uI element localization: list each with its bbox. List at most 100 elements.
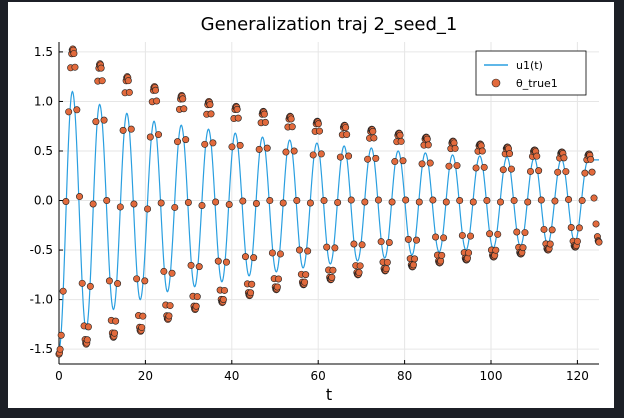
scatter-point <box>222 258 230 266</box>
y-tick-label: 1.0 <box>34 94 53 108</box>
scatter-point <box>70 50 78 58</box>
scatter-point <box>472 164 480 172</box>
scatter-point <box>165 312 173 320</box>
scatter-point <box>336 153 344 161</box>
scatter-point <box>206 101 214 109</box>
scatter-point <box>171 203 179 211</box>
scatter-point <box>247 289 255 297</box>
scatter-point <box>78 279 86 287</box>
scatter-point <box>56 345 64 353</box>
scatter-point <box>369 127 377 135</box>
scatter-point <box>334 199 342 207</box>
scatter-point <box>111 329 119 337</box>
scatter-point <box>182 136 190 144</box>
scatter-point <box>302 271 310 279</box>
scatter-point <box>92 118 100 126</box>
scatter-point <box>413 236 421 244</box>
scatter-point <box>315 127 323 135</box>
scatter-point <box>127 125 135 133</box>
scatter-point <box>152 86 160 94</box>
chart-svg: Generalization traj 2_seed_1 0 20 40 60 80 10… <box>30 14 603 404</box>
scatter-point <box>234 114 242 122</box>
scatter-point <box>562 168 570 176</box>
scatter-point <box>567 223 575 231</box>
scatter-point <box>261 118 269 126</box>
scatter-point <box>228 143 236 151</box>
scatter-point <box>411 255 419 263</box>
scatter-point <box>385 238 393 246</box>
scatter-point <box>180 105 188 113</box>
scatter-point <box>595 238 603 246</box>
scatter-point <box>153 97 161 105</box>
scatter-point <box>554 168 562 176</box>
scatter-point <box>295 246 303 254</box>
chart-title: Generalization traj 2_seed_1 <box>201 14 458 35</box>
scatter-point <box>212 198 220 206</box>
scatter-point <box>440 234 448 242</box>
scatter-point <box>426 159 434 167</box>
scatter-point <box>499 166 507 174</box>
scatter-point <box>445 162 453 170</box>
scatter-point <box>306 199 314 207</box>
scatter-point <box>356 262 364 270</box>
plot-card: Generalization traj 2_seed_1 0 20 40 60 80 10… <box>8 2 614 408</box>
scatter-point <box>480 163 488 171</box>
line-series-u1 <box>58 90 599 350</box>
scatter-point <box>374 196 382 204</box>
scatter-point <box>331 244 339 252</box>
scatter-point <box>198 201 206 209</box>
scatter-point <box>423 135 431 143</box>
scatter-point <box>465 249 473 257</box>
scatter-point <box>370 134 378 142</box>
scatter-point <box>252 200 260 208</box>
scatter-point <box>250 254 258 262</box>
legend-label-u1: u1(t) <box>516 59 543 72</box>
scatter-point <box>276 250 284 258</box>
x-tick-label: 40 <box>224 369 239 383</box>
scatter-point <box>478 147 486 155</box>
scatter-point <box>290 147 298 155</box>
scatter-point <box>432 233 440 241</box>
scatter-point <box>526 167 534 175</box>
scatter-point <box>157 199 165 207</box>
scatter-point <box>402 196 410 204</box>
scatter-point <box>469 198 477 206</box>
scatter-point <box>146 133 154 141</box>
scatter-point <box>114 280 122 288</box>
scatter-point <box>533 152 541 160</box>
scatter-point <box>236 141 244 149</box>
x-tick-label: 120 <box>566 369 589 383</box>
scatter-point <box>275 275 283 283</box>
scatter-point <box>383 258 391 266</box>
scatter-point <box>287 115 295 123</box>
scatter-point <box>588 168 596 176</box>
scatter-series-theta-true1 <box>55 45 603 358</box>
scatter-point <box>273 283 281 291</box>
scatter-point <box>575 224 583 232</box>
tick-labels: 0 20 40 60 80 100 120 -1.5 -1.0 -0.5 0.0 0.5 1.0 1.5 <box>30 45 589 383</box>
scatter-point <box>221 286 229 294</box>
scatter-point <box>105 277 113 285</box>
line-u1-path <box>58 90 599 350</box>
legend-swatch-marker <box>491 78 501 88</box>
scatter-point <box>429 196 437 204</box>
scatter-point <box>73 106 81 114</box>
scatter-point <box>548 226 556 234</box>
scatter-point <box>219 295 227 303</box>
scatter-point <box>59 287 67 295</box>
scatter-point <box>540 225 548 233</box>
scatter-point <box>309 151 317 159</box>
scatter-point <box>492 246 500 254</box>
scatter-point <box>409 261 417 269</box>
scatter-point <box>388 198 396 206</box>
scatter-point <box>507 165 515 173</box>
scatter-point <box>581 169 589 177</box>
scatter-point <box>266 197 274 205</box>
scatter-point <box>65 108 73 116</box>
scatter-point <box>76 193 84 201</box>
scatter-point <box>494 230 502 238</box>
scatter-point <box>168 269 176 277</box>
scatter-point <box>304 247 312 255</box>
scatter-point <box>184 199 192 207</box>
